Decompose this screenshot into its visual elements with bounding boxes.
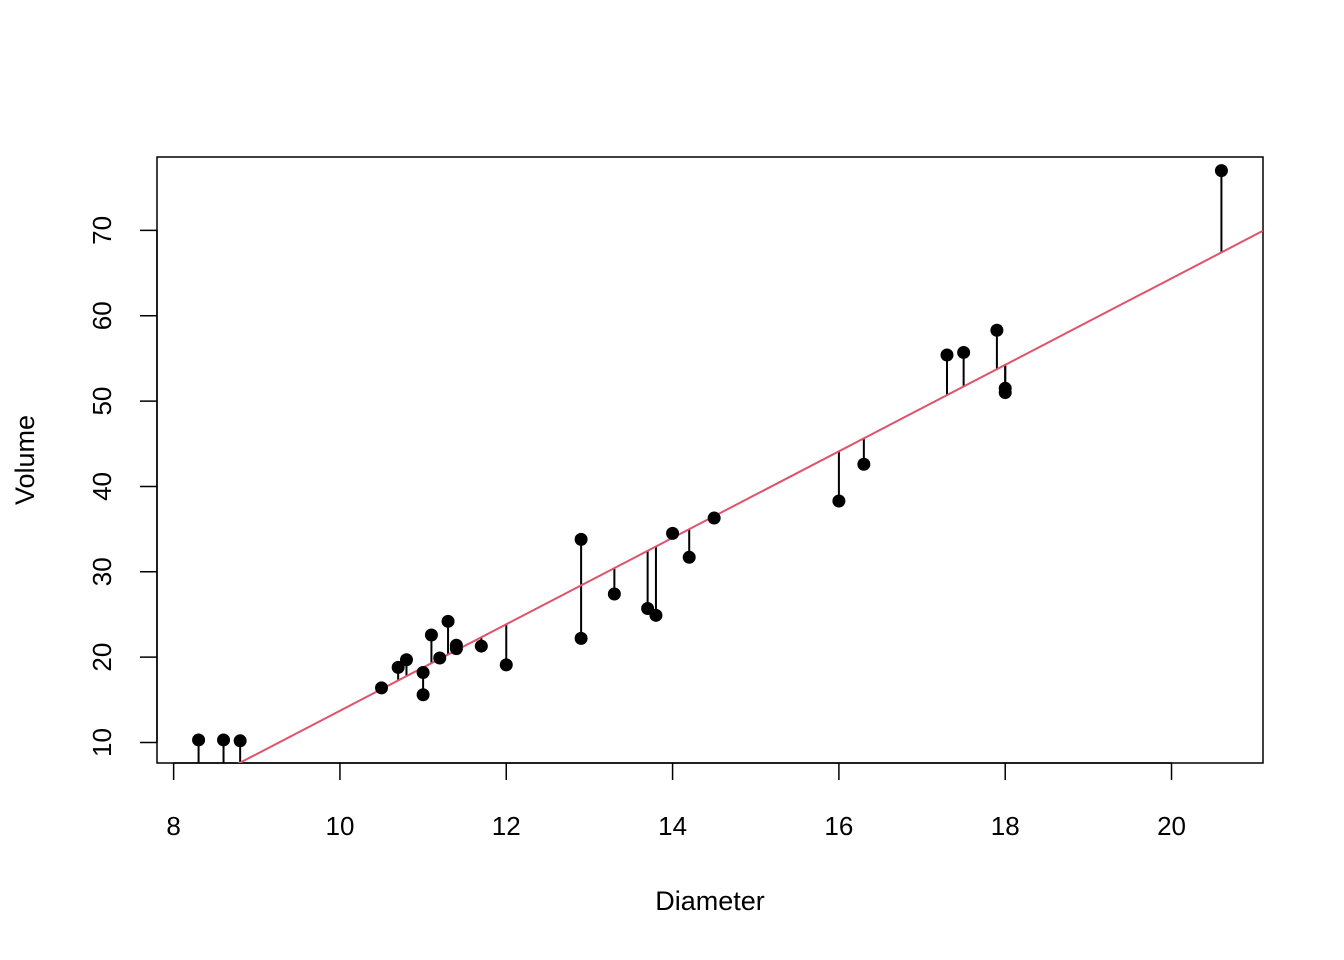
y-tick-label: 40: [87, 472, 117, 501]
data-point: [416, 666, 430, 680]
data-point: [832, 494, 846, 508]
data-point: [416, 688, 430, 702]
data-point: [990, 323, 1004, 337]
x-axis: 8 10 12 14 16 18 20: [166, 762, 1186, 841]
residual-segments: [197, 170, 1223, 763]
data-point: [574, 631, 588, 645]
data-point: [649, 608, 663, 622]
y-tick-label: 60: [87, 301, 117, 330]
y-tick-label: 30: [87, 557, 117, 586]
data-point: [574, 532, 588, 546]
data-point: [666, 526, 680, 540]
data-points: [192, 164, 1228, 748]
x-tick-label: 20: [1157, 811, 1186, 841]
y-tick-label: 70: [87, 216, 117, 245]
data-point: [391, 660, 405, 674]
data-point: [375, 681, 389, 695]
data-point: [707, 511, 721, 525]
x-tick-label: 8: [166, 811, 180, 841]
y-axis: 10 20 30 40 50 60 70: [87, 216, 158, 757]
x-axis-title: Diameter: [655, 886, 765, 916]
data-point: [940, 348, 954, 362]
data-point: [399, 653, 413, 667]
x-tick-label: 10: [325, 811, 354, 841]
data-point: [474, 639, 488, 653]
data-point: [957, 345, 971, 359]
y-tick-label: 20: [87, 643, 117, 672]
data-point: [607, 587, 621, 601]
y-axis-title: Volume: [10, 415, 40, 505]
data-point: [1214, 164, 1228, 178]
data-point: [433, 651, 447, 665]
data-point: [449, 638, 463, 652]
data-point: [441, 614, 455, 628]
y-tick-label: 50: [87, 387, 117, 416]
x-tick-label: 14: [658, 811, 687, 841]
data-point: [857, 457, 871, 471]
x-tick-label: 12: [492, 811, 521, 841]
data-point: [233, 734, 247, 748]
x-tick-label: 16: [824, 811, 853, 841]
data-point: [192, 733, 206, 747]
y-tick-label: 10: [87, 728, 117, 757]
plot-frame: [156, 156, 1264, 764]
data-point: [424, 628, 438, 642]
data-point: [682, 550, 696, 564]
data-point: [998, 386, 1012, 400]
data-point: [217, 733, 231, 747]
data-point: [499, 658, 513, 672]
x-tick-label: 18: [991, 811, 1020, 841]
